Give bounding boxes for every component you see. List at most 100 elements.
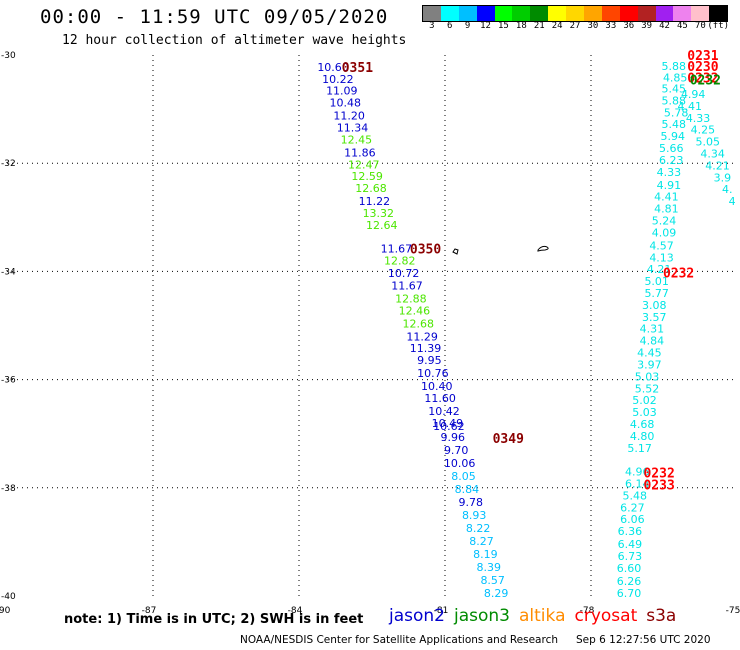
wave-height-value: 4.33 bbox=[657, 166, 682, 179]
colorbar-swatch bbox=[637, 6, 656, 21]
colorbar-label: 21 bbox=[533, 21, 545, 31]
wave-height-value: 10.22 bbox=[322, 73, 354, 86]
wave-height-value: 4.45 bbox=[637, 347, 662, 360]
wave-height-value: 12.68 bbox=[402, 317, 434, 330]
wave-height-value: 4. bbox=[722, 183, 733, 196]
pass-time-label: 0231 bbox=[687, 49, 718, 64]
wave-height-value: 8.27 bbox=[469, 535, 494, 548]
wave-height-value: 4.96 bbox=[625, 466, 650, 479]
wave-height-value: 11.09 bbox=[326, 85, 358, 98]
wave-height-value: 6.60 bbox=[617, 562, 642, 575]
wave-height-value: 12.82 bbox=[384, 255, 416, 268]
wave-height-value: 6.36 bbox=[618, 525, 643, 538]
colorbar-label: (ft) bbox=[707, 21, 730, 31]
wave-height-value: 4.33 bbox=[686, 112, 711, 125]
satellite-legend-cryosat: cryosat bbox=[574, 606, 638, 626]
colorbar-label: 70 bbox=[694, 21, 706, 31]
wave-height-value: 4.09 bbox=[652, 226, 677, 239]
colorbar-label: 6 bbox=[447, 21, 453, 31]
wave-height-value: 5.77 bbox=[644, 287, 669, 300]
colorbar-label: 12 bbox=[480, 21, 491, 31]
wave-height-value: 11.20 bbox=[333, 110, 365, 123]
wave-height-value: 5.17 bbox=[627, 442, 652, 455]
wave-height-value: 11.34 bbox=[337, 121, 369, 134]
wave-height-value: 3.57 bbox=[642, 311, 667, 324]
wave-height-value: 6.23 bbox=[659, 154, 684, 167]
wave-height-value: 5.52 bbox=[635, 382, 660, 395]
satellite-legend-jason2: jason2 bbox=[389, 606, 445, 626]
colorbar-swatch bbox=[584, 6, 602, 21]
longitude-tick-label: -90 bbox=[0, 606, 11, 616]
wave-height-value: 9.70 bbox=[444, 444, 469, 457]
colorbar-label: 30 bbox=[587, 21, 599, 31]
pass-time-label: 0233 bbox=[643, 479, 674, 494]
wave-height-value: 4.85 bbox=[663, 72, 688, 85]
wave-height-colorbar bbox=[422, 5, 729, 22]
wave-height-value: 8.57 bbox=[480, 574, 505, 587]
wave-height-value: 3.97 bbox=[637, 358, 662, 371]
wave-height-value: 10.76 bbox=[417, 367, 449, 380]
wave-height-value: 5.48 bbox=[623, 489, 648, 502]
wave-height-value: 4.34 bbox=[700, 147, 725, 160]
colorbar-swatch bbox=[709, 6, 728, 21]
wave-height-value: 8.19 bbox=[473, 548, 498, 561]
colorbar-swatch bbox=[691, 6, 710, 21]
colorbar-swatch bbox=[458, 6, 477, 21]
wave-height-value: 5.03 bbox=[635, 370, 660, 383]
wave-height-value: 5.03 bbox=[632, 406, 657, 419]
wave-height-value: 5.78 bbox=[664, 106, 689, 119]
latitude-tick-label: -36 bbox=[1, 376, 16, 386]
wave-height-value: 4.80 bbox=[630, 430, 655, 443]
longitude-tick-label: -81 bbox=[434, 606, 449, 616]
latitude-tick-label: -38 bbox=[1, 484, 16, 494]
wave-height-value: 8.29 bbox=[484, 587, 509, 600]
longitude-tick-label: -84 bbox=[288, 606, 303, 616]
wave-height-value: 12.46 bbox=[399, 304, 431, 317]
colorbar-swatch bbox=[619, 6, 638, 21]
island-outline bbox=[452, 248, 459, 255]
wave-height-value: 4.41 bbox=[654, 191, 679, 204]
wave-height-value: 10.06 bbox=[444, 457, 476, 470]
wave-height-value: 8.05 bbox=[451, 470, 476, 483]
wave-height-value: 12.47 bbox=[348, 158, 380, 171]
colorbar-label: 27 bbox=[569, 21, 581, 31]
longitude-tick-label: -78 bbox=[580, 606, 595, 616]
wave-height-value: 6.70 bbox=[617, 587, 642, 600]
wave-height-value: 4.68 bbox=[630, 418, 655, 431]
colorbar-swatch bbox=[655, 6, 674, 21]
wave-height-value: 4.81 bbox=[654, 203, 679, 216]
colorbar-swatch bbox=[530, 6, 549, 21]
satellite-legend-altika: altika bbox=[519, 606, 566, 626]
credit-line: NOAA/NESDIS Center for Satellite Applica… bbox=[240, 634, 729, 646]
map-title: 00:00 - 11:59 UTC 09/05/2020 bbox=[40, 6, 389, 28]
wave-height-value: 4.57 bbox=[649, 239, 674, 252]
wave-height-value: 5.48 bbox=[661, 118, 686, 131]
latitude-tick-label: -40 bbox=[1, 592, 16, 602]
colorbar-label: 18 bbox=[515, 21, 527, 31]
island-outline bbox=[537, 245, 549, 252]
wave-height-value: 5.01 bbox=[644, 275, 669, 288]
colorbar-label: 9 bbox=[464, 21, 471, 31]
wave-height-value: 12.68 bbox=[355, 182, 387, 195]
wave-height-value: 13.32 bbox=[363, 207, 395, 220]
wave-height-value: 6.26 bbox=[617, 575, 642, 588]
satellite-legend-s3a: s3a bbox=[646, 606, 677, 626]
wave-height-value: 11.60 bbox=[424, 392, 456, 405]
credit-time: Sep 6 12:27:56 UTC 2020 bbox=[576, 634, 711, 646]
wave-height-value: 4.84 bbox=[640, 335, 665, 348]
pass-time-label: 0232 bbox=[643, 467, 674, 482]
wave-height-value: 10.62 bbox=[433, 420, 465, 433]
latitude-tick-label: -32 bbox=[1, 159, 16, 169]
wave-height-value: 4.31 bbox=[640, 323, 665, 336]
wave-height-value: 3.9 bbox=[714, 171, 732, 184]
satellite-legend-jason3: jason3 bbox=[454, 606, 510, 626]
wave-height-value: 9.95 bbox=[417, 354, 442, 367]
longitude-tick-label: -87 bbox=[142, 606, 157, 616]
colorbar-label: 24 bbox=[551, 21, 563, 31]
wave-height-value: 10.40 bbox=[421, 380, 453, 393]
wave-height-value: 8.39 bbox=[477, 561, 502, 574]
credit-org: NOAA/NESDIS Center for Satellite Applica… bbox=[240, 634, 558, 646]
pass-time-label: 0230 bbox=[687, 60, 718, 75]
wave-height-value: 10.72 bbox=[388, 267, 420, 280]
